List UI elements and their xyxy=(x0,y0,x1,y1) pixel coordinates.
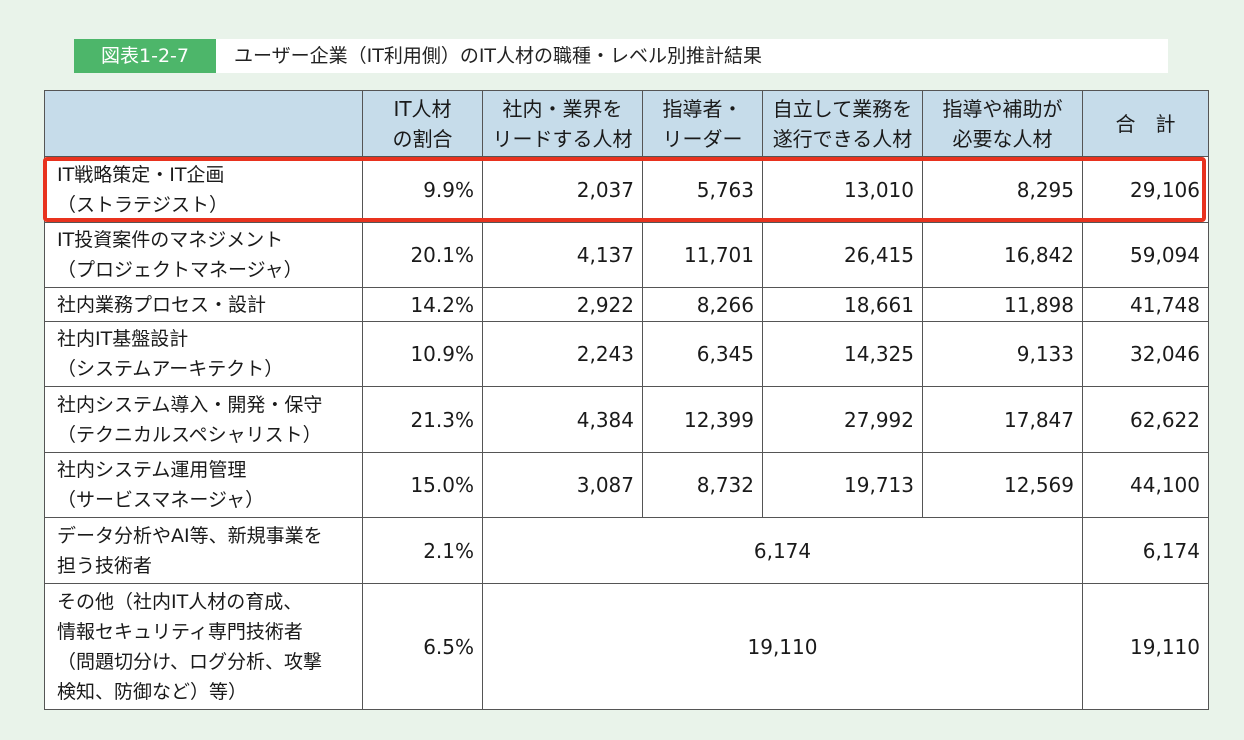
row-category: 社内システム運用管理 （サービスマネージャ） xyxy=(44,452,363,518)
header-independent: 自立して業務を 遂行できる人材 xyxy=(762,90,923,157)
header-lead: 社内・業界を リードする人材 xyxy=(482,90,643,157)
table-row: 社内システム導入・開発・保守 （テクニカルスペシャリスト） 21.3% 4,384… xyxy=(44,386,1209,453)
row-category: その他（社内IT人材の育成、 情報セキュリティ専門技術者 （問題切分け、ログ分析、攻… xyxy=(44,583,363,710)
row-merged-value: 6,174 xyxy=(482,517,1083,584)
row-lead: 2,037 xyxy=(482,156,643,223)
row-total: 62,622 xyxy=(1082,386,1209,453)
row-category: データ分析やAI等、新規事業を 担う技術者 xyxy=(44,517,363,584)
row-category: IT戦略策定・IT企画 （ストラテジスト） xyxy=(44,156,363,223)
row-leader: 8,266 xyxy=(642,287,763,322)
row-share: 15.0% xyxy=(362,452,483,518)
row-total: 29,106 xyxy=(1082,156,1209,223)
header-assisted: 指導や補助が 必要な人材 xyxy=(922,90,1083,157)
header-total: 合 計 xyxy=(1082,90,1209,157)
row-independent: 18,661 xyxy=(762,287,923,322)
row-total: 32,046 xyxy=(1082,321,1209,387)
row-lead: 3,087 xyxy=(482,452,643,518)
row-share: 21.3% xyxy=(362,386,483,453)
row-leader: 6,345 xyxy=(642,321,763,387)
row-leader: 8,732 xyxy=(642,452,763,518)
row-independent: 19,713 xyxy=(762,452,923,518)
figure-label: 図表1-2-7 xyxy=(74,39,216,73)
row-lead: 4,384 xyxy=(482,386,643,453)
table-row: IT戦略策定・IT企画 （ストラテジスト） 9.9% 2,037 5,763 13… xyxy=(44,156,1209,223)
row-total: 6,174 xyxy=(1082,517,1209,584)
row-assisted: 11,898 xyxy=(922,287,1083,322)
row-share: 10.9% xyxy=(362,321,483,387)
row-assisted: 17,847 xyxy=(922,386,1083,453)
header-row: IT人材 の割合 社内・業界を リードする人材 指導者・ リーダー 自立して業務を 遂行… xyxy=(44,90,1209,157)
row-lead: 2,922 xyxy=(482,287,643,322)
row-category: 社内システム導入・開発・保守 （テクニカルスペシャリスト） xyxy=(44,386,363,453)
row-merged-value: 19,110 xyxy=(482,583,1083,710)
row-total: 41,748 xyxy=(1082,287,1209,322)
table-row: その他（社内IT人材の育成、 情報セキュリティ専門技術者 （問題切分け、ログ分析、攻… xyxy=(44,583,1209,710)
header-leader: 指導者・ リーダー xyxy=(642,90,763,157)
row-category: 社内業務プロセス・設計 xyxy=(44,287,363,322)
row-share: 20.1% xyxy=(362,222,483,288)
row-assisted: 8,295 xyxy=(922,156,1083,223)
table-row: データ分析やAI等、新規事業を 担う技術者 2.1% 6,174 6,174 xyxy=(44,517,1209,584)
header-share: IT人材 の割合 xyxy=(362,90,483,157)
table-row: 社内IT基盤設計 （システムアーキテクト） 10.9% 2,243 6,345 1… xyxy=(44,321,1209,387)
row-leader: 12,399 xyxy=(642,386,763,453)
row-leader: 5,763 xyxy=(642,156,763,223)
table-row: 社内システム運用管理 （サービスマネージャ） 15.0% 3,087 8,732 … xyxy=(44,452,1209,518)
row-total: 44,100 xyxy=(1082,452,1209,518)
row-independent: 26,415 xyxy=(762,222,923,288)
row-independent: 27,992 xyxy=(762,386,923,453)
row-total: 59,094 xyxy=(1082,222,1209,288)
row-independent: 14,325 xyxy=(762,321,923,387)
row-category: IT投資案件のマネジメント （プロジェクトマネージャ） xyxy=(44,222,363,288)
row-assisted: 12,569 xyxy=(922,452,1083,518)
row-share: 14.2% xyxy=(362,287,483,322)
row-lead: 4,137 xyxy=(482,222,643,288)
row-assisted: 9,133 xyxy=(922,321,1083,387)
figure-title-bar: 図表1-2-7 ユーザー企業（IT利用側）のIT人材の職種・レベル別推計結果 xyxy=(74,39,1168,73)
row-leader: 11,701 xyxy=(642,222,763,288)
row-independent: 13,010 xyxy=(762,156,923,223)
table-row: IT投資案件のマネジメント （プロジェクトマネージャ） 20.1% 4,137 1… xyxy=(44,222,1209,288)
row-lead: 2,243 xyxy=(482,321,643,387)
row-total: 19,110 xyxy=(1082,583,1209,710)
row-share: 2.1% xyxy=(362,517,483,584)
row-category: 社内IT基盤設計 （システムアーキテクト） xyxy=(44,321,363,387)
header-category xyxy=(44,90,363,157)
row-share: 6.5% xyxy=(362,583,483,710)
estimate-table: IT人材 の割合 社内・業界を リードする人材 指導者・ リーダー 自立して業務を 遂行… xyxy=(44,90,1209,710)
row-assisted: 16,842 xyxy=(922,222,1083,288)
figure-title: ユーザー企業（IT利用側）のIT人材の職種・レベル別推計結果 xyxy=(234,45,763,67)
row-share: 9.9% xyxy=(362,156,483,223)
table-row: 社内業務プロセス・設計 14.2% 2,922 8,266 18,661 11,… xyxy=(44,287,1209,322)
